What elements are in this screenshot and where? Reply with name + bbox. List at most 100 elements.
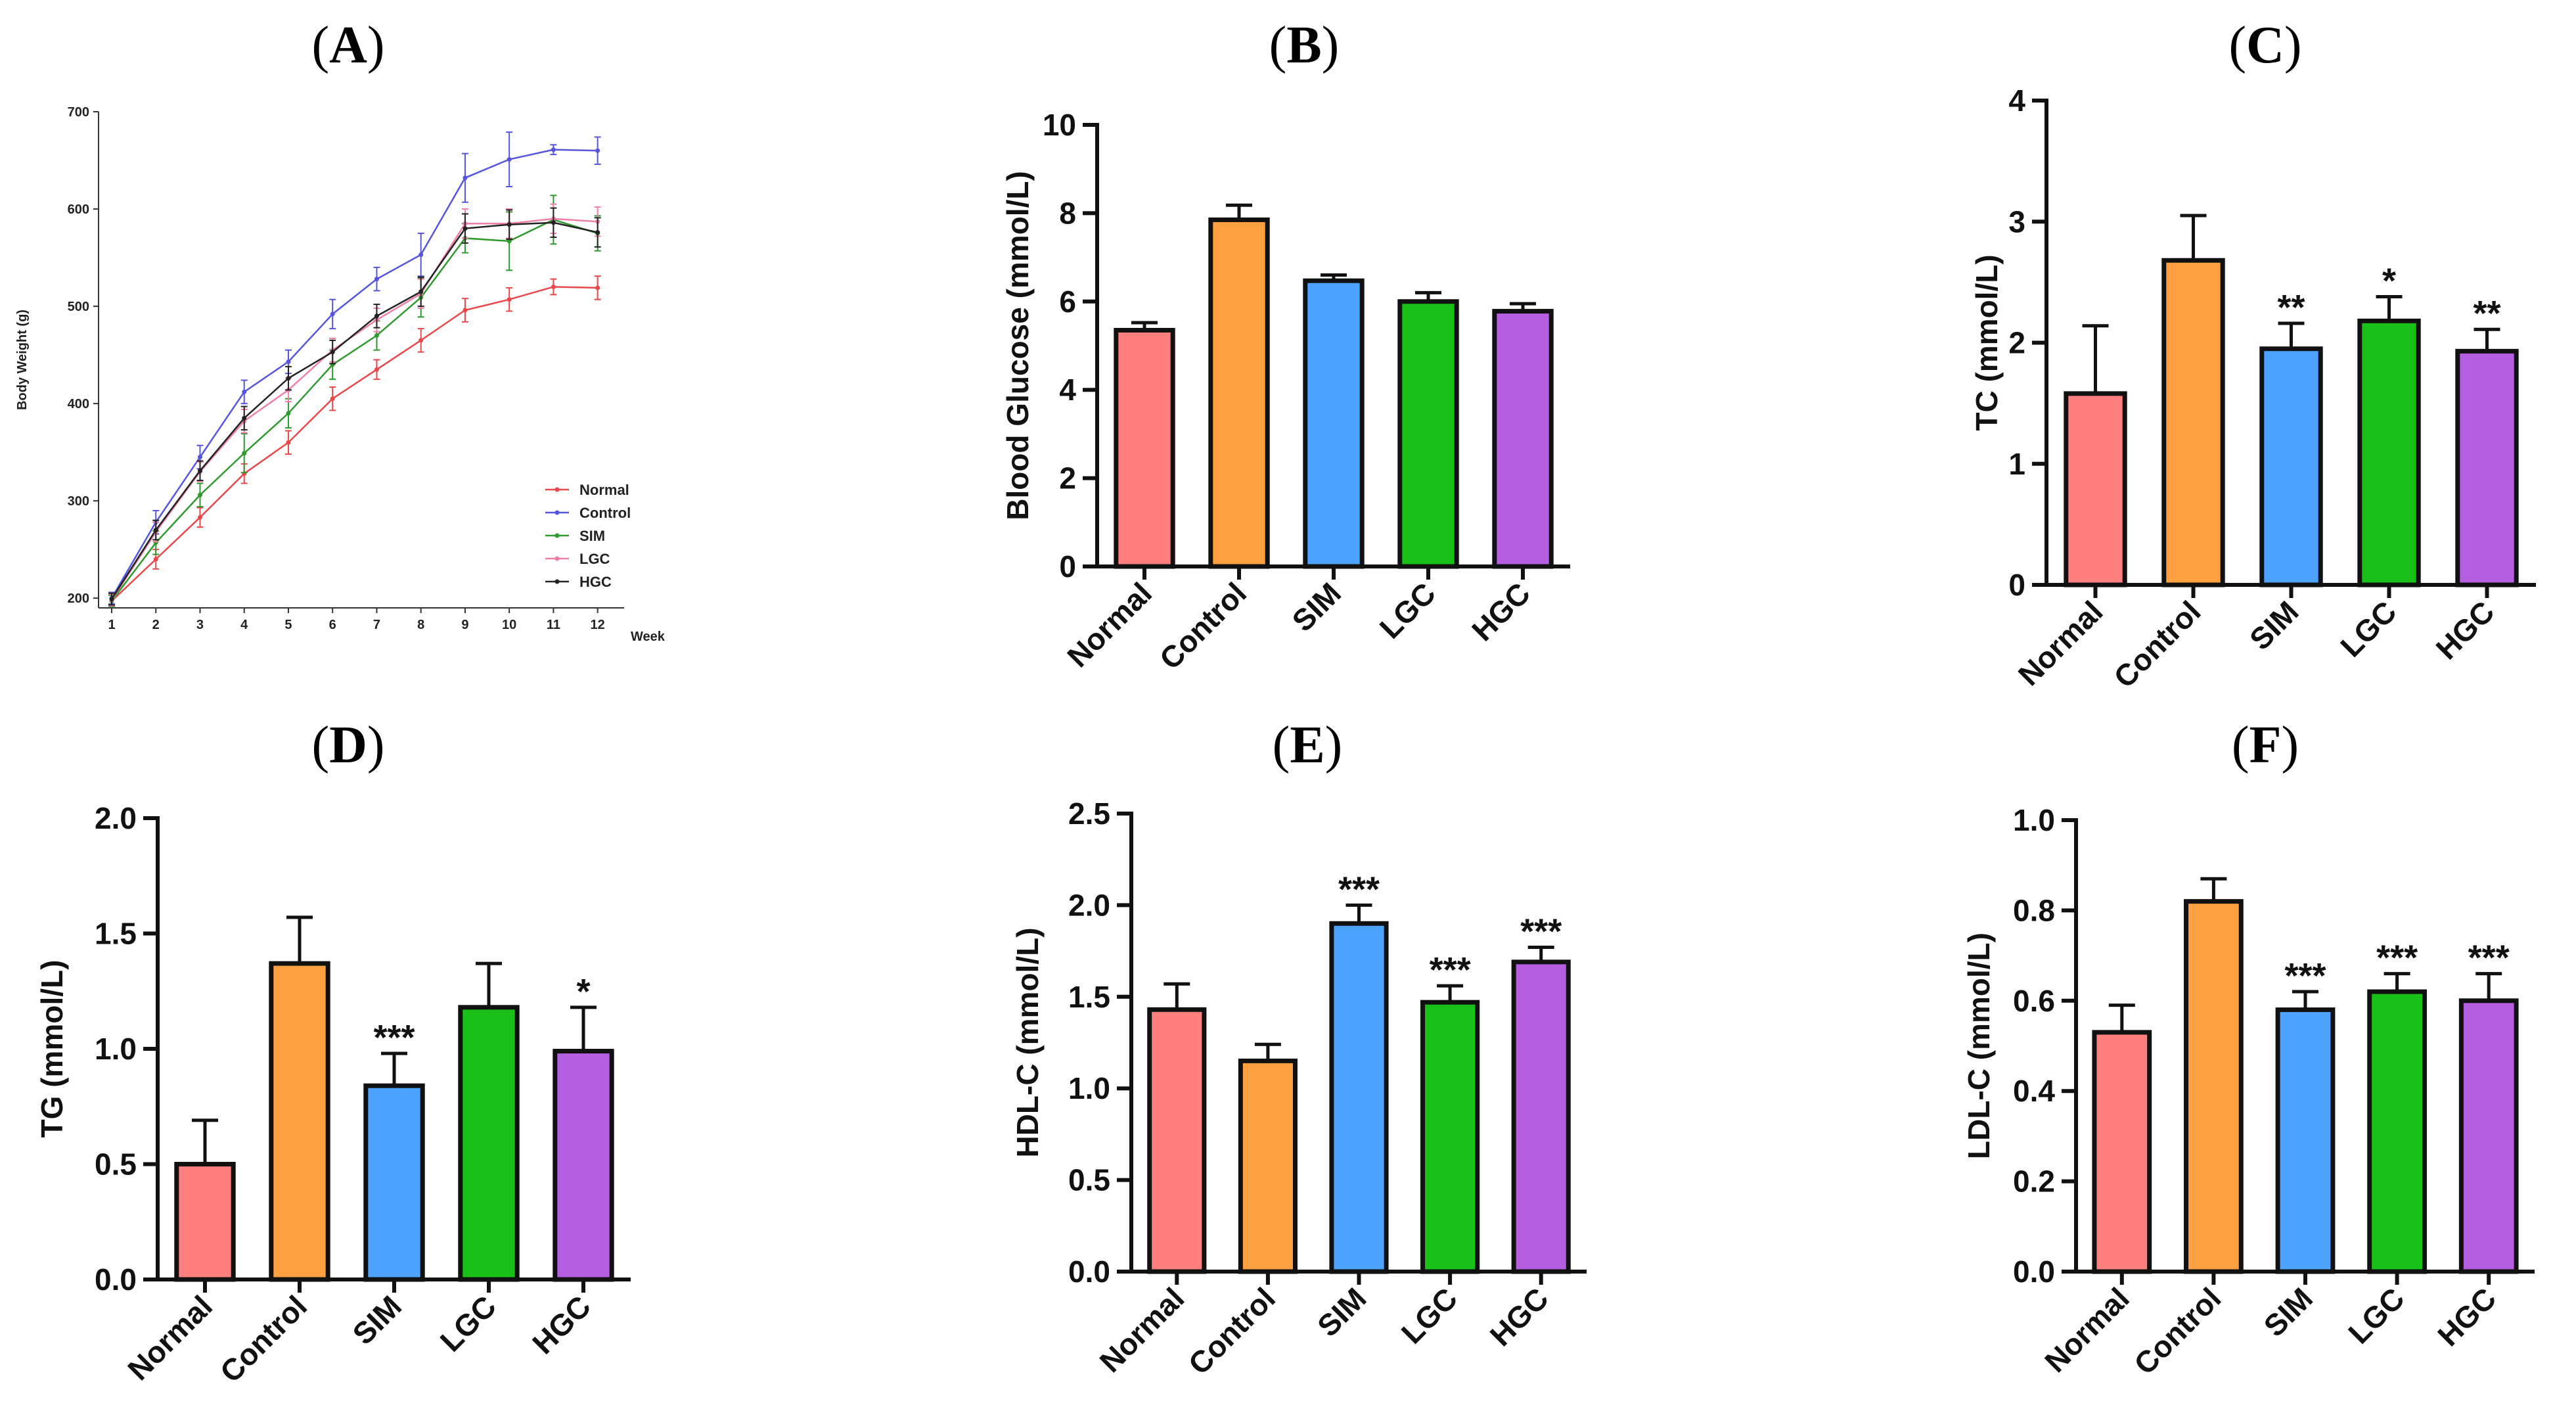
y-tick-label: 4 (1059, 373, 1076, 407)
x-tick-label: SIM (2243, 594, 2305, 656)
bar (1114, 327, 1175, 569)
panel-f-bar-chart: (F) 0.0 0.2 0.4 0.6 0.8 1.0 LDL-C (mmol/L) Norma… (1962, 716, 2535, 1381)
data-point (197, 492, 202, 497)
x-tick-label: LGC (1373, 576, 1442, 645)
bar (2455, 348, 2519, 587)
series-sim (108, 195, 601, 608)
x-tick-label: 5 (284, 618, 292, 632)
significance-marker: *** (373, 1018, 415, 1057)
legend-entry: HGC (579, 574, 612, 590)
data-point (418, 289, 424, 294)
data-point (418, 252, 424, 258)
bar-group-normal (2064, 324, 2127, 587)
y-tick-label: 4 (2008, 83, 2025, 118)
bar (1420, 1000, 1480, 1274)
panel-letter-text: A (329, 16, 367, 74)
x-tick-label: HGC (1465, 576, 1537, 647)
data-point (374, 367, 379, 372)
panel-letter-paren: ( (1273, 716, 1290, 774)
data-point (507, 157, 512, 162)
data-point (507, 239, 512, 244)
panel-letter: (A) (311, 16, 384, 74)
y-tick-label: 700 (68, 105, 89, 120)
bar (1147, 1007, 1207, 1274)
data-point (595, 230, 600, 235)
data-point (551, 284, 556, 289)
bar (2275, 1007, 2336, 1274)
series-line (110, 221, 598, 600)
x-tick-label: 9 (461, 618, 468, 632)
bar (458, 1005, 520, 1282)
panel-letter-paren: ( (311, 16, 329, 74)
significance-marker: ** (2473, 294, 2500, 333)
bar-group-control (2161, 214, 2225, 587)
bar-group-lgc (2357, 294, 2421, 587)
panel-letter-text: F (2249, 716, 2282, 774)
x-tick-label: Normal (121, 1289, 219, 1387)
x-tick-label: HGC (526, 1289, 597, 1360)
x-tick-label: Control (214, 1289, 313, 1389)
y-tick-label: 3 (2008, 204, 2025, 239)
data-point (551, 147, 556, 152)
bar-group-hgc (2455, 327, 2519, 587)
x-axis-label: Week (631, 630, 666, 644)
data-point (286, 376, 291, 381)
x-tick-label: LGC (2341, 1281, 2410, 1350)
y-axis-label: LDL-C (mmol/L) (1962, 933, 1996, 1159)
legend-entry: SIM (579, 528, 605, 544)
panel-letter-paren: ) (1322, 16, 1340, 74)
series-line (110, 218, 598, 601)
bar (1397, 299, 1459, 569)
data-point (507, 297, 512, 302)
bar-group-sim (1329, 903, 1389, 1274)
y-tick-label: 2 (2008, 326, 2025, 360)
y-tick-label: 1.0 (95, 1032, 137, 1066)
data-point (242, 415, 247, 421)
data-point (286, 359, 291, 364)
bar-group-hgc (1511, 946, 1571, 1274)
y-tick-label: 0.0 (2013, 1255, 2055, 1289)
x-tick-label: Control (1153, 576, 1253, 676)
significance-marker: ** (2277, 288, 2305, 327)
panel-e-bar-chart: (E) 0.0 0.5 1.0 1.5 2.0 2.5 HDL-C (mmol/L) Norma… (1010, 716, 1587, 1381)
series-line (111, 218, 599, 602)
x-tick-label: Normal (1060, 576, 1158, 674)
x-tick-label: Control (2107, 594, 2207, 694)
x-tick-label: 1 (108, 618, 115, 632)
bar (2064, 391, 2127, 587)
y-tick-label: 0.0 (1068, 1255, 1110, 1289)
bar (269, 961, 330, 1282)
y-axis-label: HDL-C (mmol/L) (1010, 927, 1045, 1157)
bar (1303, 278, 1365, 569)
panel-letter: (D) (311, 716, 384, 774)
x-tick-label: 6 (329, 618, 336, 632)
bar-group-lgc (1420, 984, 1480, 1274)
y-tick-label: 0.6 (2013, 984, 2055, 1018)
data-point (463, 226, 468, 231)
data-point (507, 222, 512, 227)
legend-entry: Normal (579, 482, 629, 498)
significance-marker: *** (1430, 950, 1471, 990)
y-tick-label: 0.4 (2013, 1074, 2055, 1108)
bar-group-control (1238, 1042, 1298, 1274)
significance-marker: *** (2468, 938, 2510, 978)
y-tick-label: 1.0 (1068, 1071, 1110, 1105)
bar (1238, 1058, 1298, 1274)
significance-marker: * (576, 972, 590, 1011)
panel-letter-paren: ( (311, 716, 329, 774)
data-point (153, 528, 158, 533)
panel-letter-paren: ) (367, 716, 385, 774)
x-tick-label: LGC (434, 1289, 503, 1358)
bar (2184, 899, 2244, 1274)
bar-group-hgc (553, 1005, 614, 1282)
bar (553, 1049, 614, 1282)
y-tick-label: 200 (68, 591, 89, 606)
bar-group-control (269, 915, 330, 1282)
data-point (242, 451, 247, 456)
bar-group-control (1208, 203, 1270, 569)
x-tick-label: 3 (196, 618, 204, 632)
series-hgc (108, 207, 601, 606)
